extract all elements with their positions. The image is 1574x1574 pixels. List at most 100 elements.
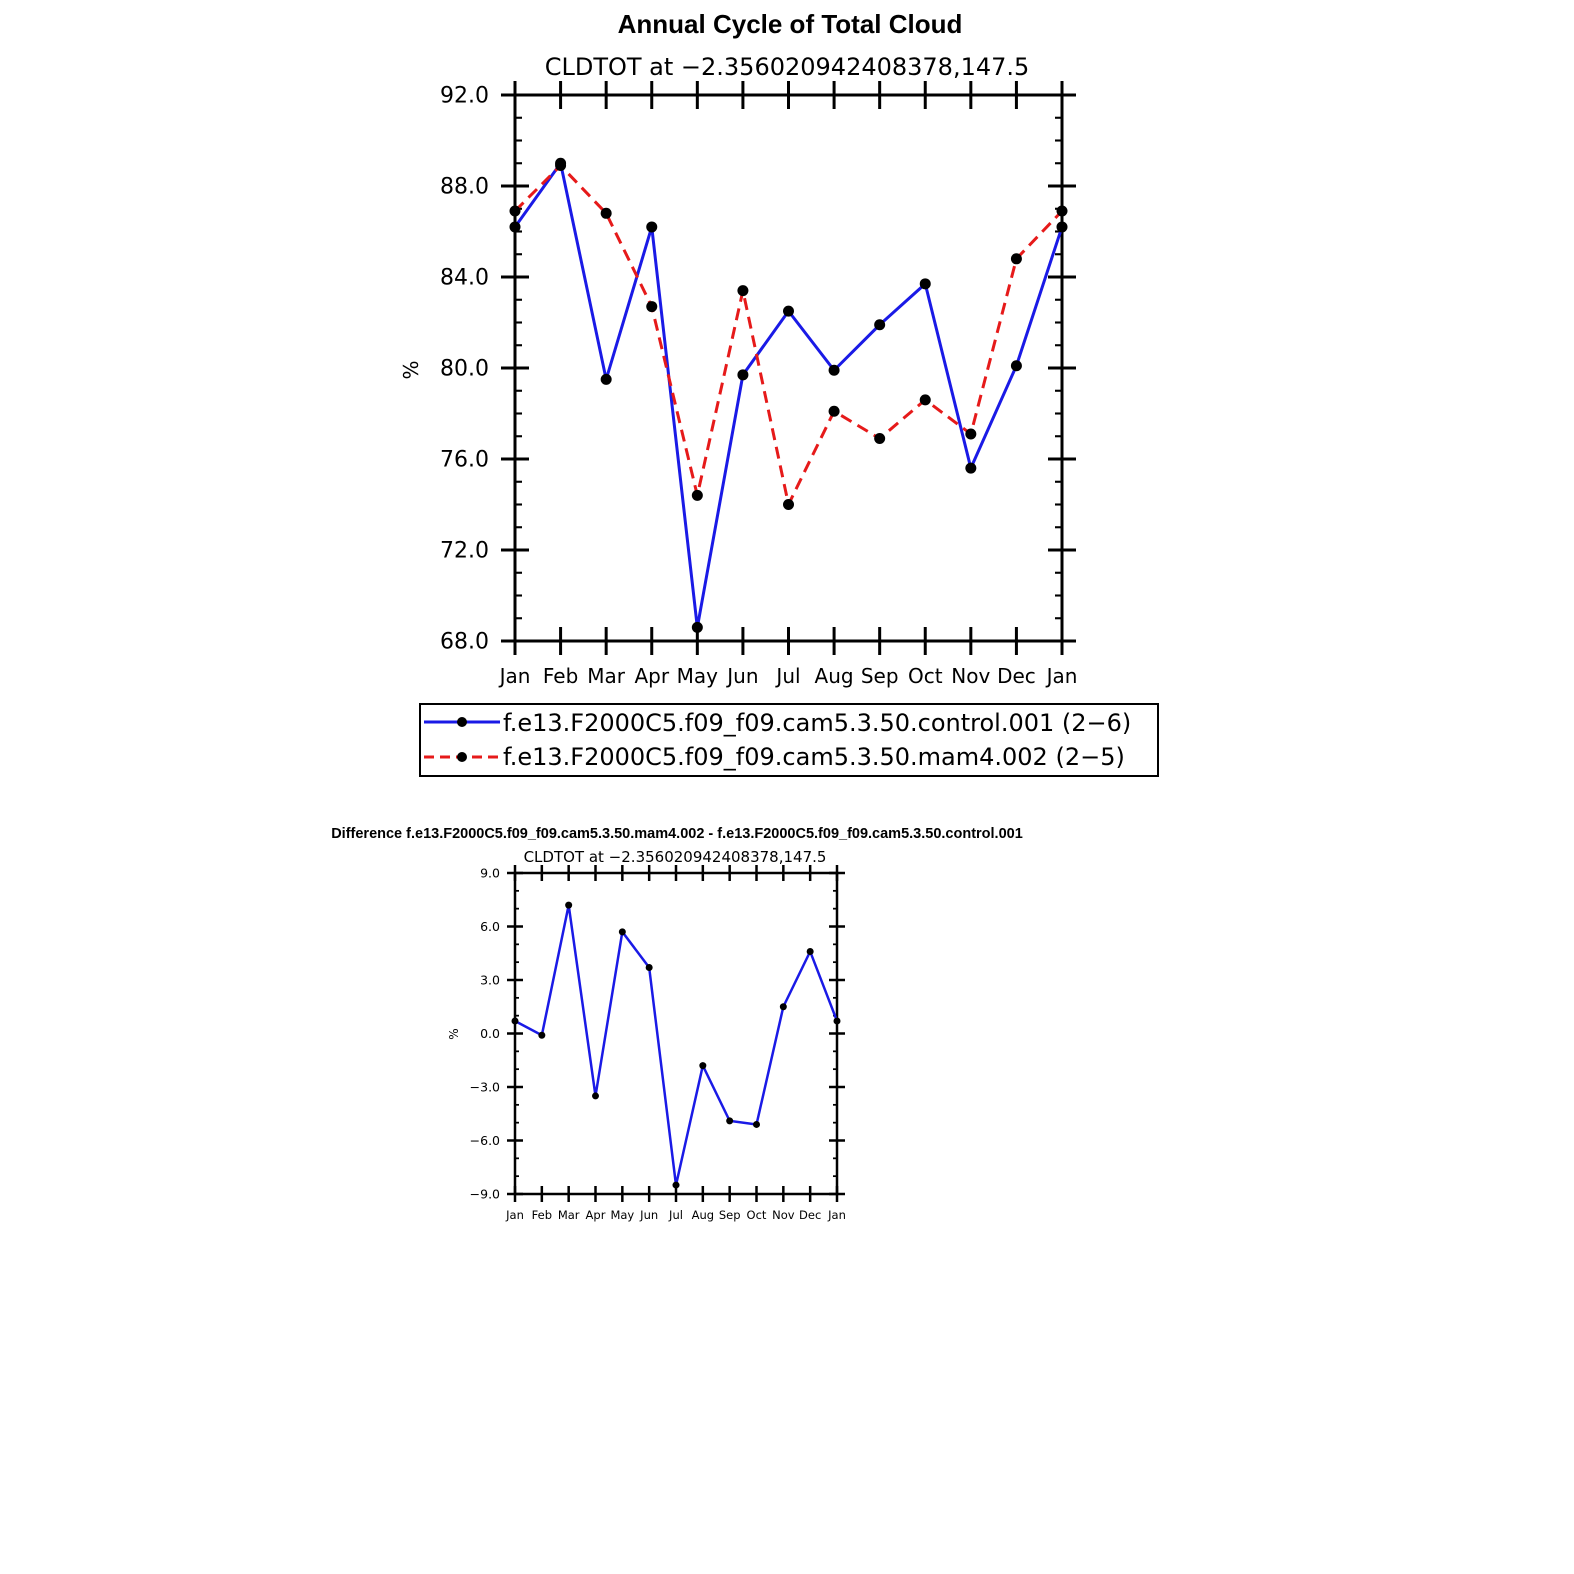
xtick-label: Sep — [861, 664, 899, 688]
series-1-point — [783, 499, 794, 510]
series-0-point — [646, 221, 658, 233]
series-0-point — [965, 462, 977, 474]
series-1-point — [919, 394, 931, 406]
series-0-point — [592, 1092, 599, 1100]
series-1-point — [874, 433, 886, 445]
xtick-label: Feb — [543, 664, 578, 688]
xtick-label: Dec — [799, 1208, 821, 1222]
series-1-point — [646, 301, 658, 313]
ytick-label: 9.0 — [480, 865, 500, 880]
difference-chart: Difference f.e13.F2000C5.f09_f09.cam5.3.… — [331, 826, 1023, 1222]
series-1-point — [691, 489, 703, 501]
xtick-label: Jun — [639, 1208, 658, 1222]
legend-marker-mam4 — [457, 752, 467, 762]
xtick-label: Aug — [815, 664, 854, 688]
xtick-label: Jul — [668, 1208, 683, 1222]
legend: f.e13.F2000C5.f09_f09.cam5.3.50.control.… — [419, 703, 1159, 777]
ytick-label: 68.0 — [440, 630, 489, 655]
series-0-point — [783, 305, 794, 317]
main-chart-xtick-labels: Jan Feb Mar Apr May Jun Jul Aug Sep Oct Nov Dec Jan — [498, 664, 1078, 688]
series-1-point — [1056, 205, 1068, 217]
series-0-point — [691, 621, 703, 633]
xtick-label: Oct — [908, 664, 943, 688]
difference-chart-xtick-labels: Jan Feb Mar Apr May Jun Jul Aug Sep Oct Nov Dec Jan — [505, 1208, 846, 1222]
xtick-label: Oct — [747, 1208, 767, 1222]
main-chart-ylabel: % — [399, 360, 423, 379]
legend-label-control: f.e13.F2000C5.f09_f09.cam5.3.50.control.… — [503, 709, 1131, 737]
ytick-label: 84.0 — [440, 266, 489, 291]
series-0-point — [538, 1031, 546, 1039]
series-0-point — [874, 319, 886, 331]
xtick-label: Dec — [997, 664, 1036, 688]
series-0-point — [779, 1003, 787, 1011]
main-chart-title: Annual Cycle of Total Cloud — [618, 9, 963, 39]
main-chart-ticks — [501, 81, 1076, 655]
xtick-label: Jun — [725, 664, 758, 688]
legend-marker-control — [457, 717, 467, 727]
ytick-label: 6.0 — [480, 919, 500, 934]
series-1-point — [1010, 253, 1022, 265]
series-0-point — [672, 1181, 680, 1189]
series-0-point — [753, 1120, 760, 1128]
series-0-point — [726, 1117, 734, 1125]
annual-cycle-chart: Annual Cycle of Total Cloud CLDTOT at −2… — [399, 9, 1159, 777]
series-1-point — [828, 405, 840, 417]
ytick-label: 88.0 — [440, 175, 489, 200]
xtick-label: Jan — [505, 1208, 524, 1222]
ytick-label: 80.0 — [440, 357, 489, 382]
xtick-label: Jan — [498, 664, 531, 688]
xtick-label: Apr — [586, 1208, 606, 1222]
main-chart-frame — [513, 93, 1064, 643]
series-0-point — [645, 964, 653, 972]
series-0-point — [699, 1062, 707, 1070]
xtick-label: May — [610, 1208, 634, 1222]
series-0-point — [833, 1017, 841, 1025]
xtick-label: Nov — [772, 1208, 795, 1222]
series-0-point — [919, 278, 931, 290]
difference-chart-ylabel: % — [447, 1028, 461, 1039]
difference-chart-ticks — [507, 865, 845, 1202]
xtick-label: Nov — [951, 664, 990, 688]
xtick-label: Aug — [692, 1208, 714, 1222]
series-0-point — [1056, 221, 1068, 233]
xtick-label: Feb — [532, 1208, 552, 1222]
difference-chart-series — [511, 901, 841, 1189]
main-chart-ytick-labels: 92.0 88.0 84.0 80.0 76.0 72.0 68.0 — [440, 84, 489, 655]
series-0-point — [618, 928, 626, 936]
series-0-point — [737, 369, 749, 381]
series-0-point — [600, 373, 612, 385]
series-1-point — [737, 285, 749, 297]
series-0-point — [1010, 360, 1022, 372]
ytick-label: −6.0 — [470, 1133, 500, 1148]
xtick-label: Mar — [587, 664, 626, 688]
xtick-label: Apr — [634, 664, 669, 688]
xtick-label: Sep — [719, 1208, 741, 1222]
ytick-label: −9.0 — [470, 1186, 500, 1201]
series-0-point — [806, 947, 814, 955]
xtick-label: Mar — [558, 1208, 580, 1222]
xtick-label: Jul — [774, 664, 800, 688]
legend-box — [419, 703, 1159, 777]
difference-chart-title: Difference f.e13.F2000C5.f09_f09.cam5.3.… — [331, 826, 1023, 842]
main-chart-subtitle: CLDTOT at −2.356020942408378,147.5 — [545, 53, 1030, 81]
series-1-point — [600, 207, 612, 219]
ytick-label: 92.0 — [440, 84, 489, 109]
series-line-0 — [514, 904, 839, 1186]
series-0-point — [511, 1017, 519, 1025]
difference-chart-subtitle: CLDTOT at −2.356020942408378,147.5 — [524, 848, 827, 866]
ytick-label: −3.0 — [470, 1079, 500, 1094]
series-0-point — [565, 901, 573, 909]
series-1-point — [555, 160, 567, 172]
difference-chart-ytick-labels: 9.0 6.0 3.0 0.0 −3.0 −6.0 −9.0 — [470, 865, 500, 1201]
xtick-label: May — [677, 664, 719, 688]
ytick-label: 0.0 — [480, 1026, 500, 1041]
ytick-label: 76.0 — [440, 448, 489, 473]
series-1-point — [965, 428, 977, 440]
difference-chart-frame — [513, 871, 839, 1196]
ytick-label: 72.0 — [440, 539, 489, 564]
xtick-label: Jan — [827, 1208, 846, 1222]
xtick-label: Jan — [1045, 664, 1078, 688]
series-1-point — [509, 205, 521, 217]
legend-label-mam4: f.e13.F2000C5.f09_f09.cam5.3.50.mam4.002… — [503, 743, 1125, 771]
